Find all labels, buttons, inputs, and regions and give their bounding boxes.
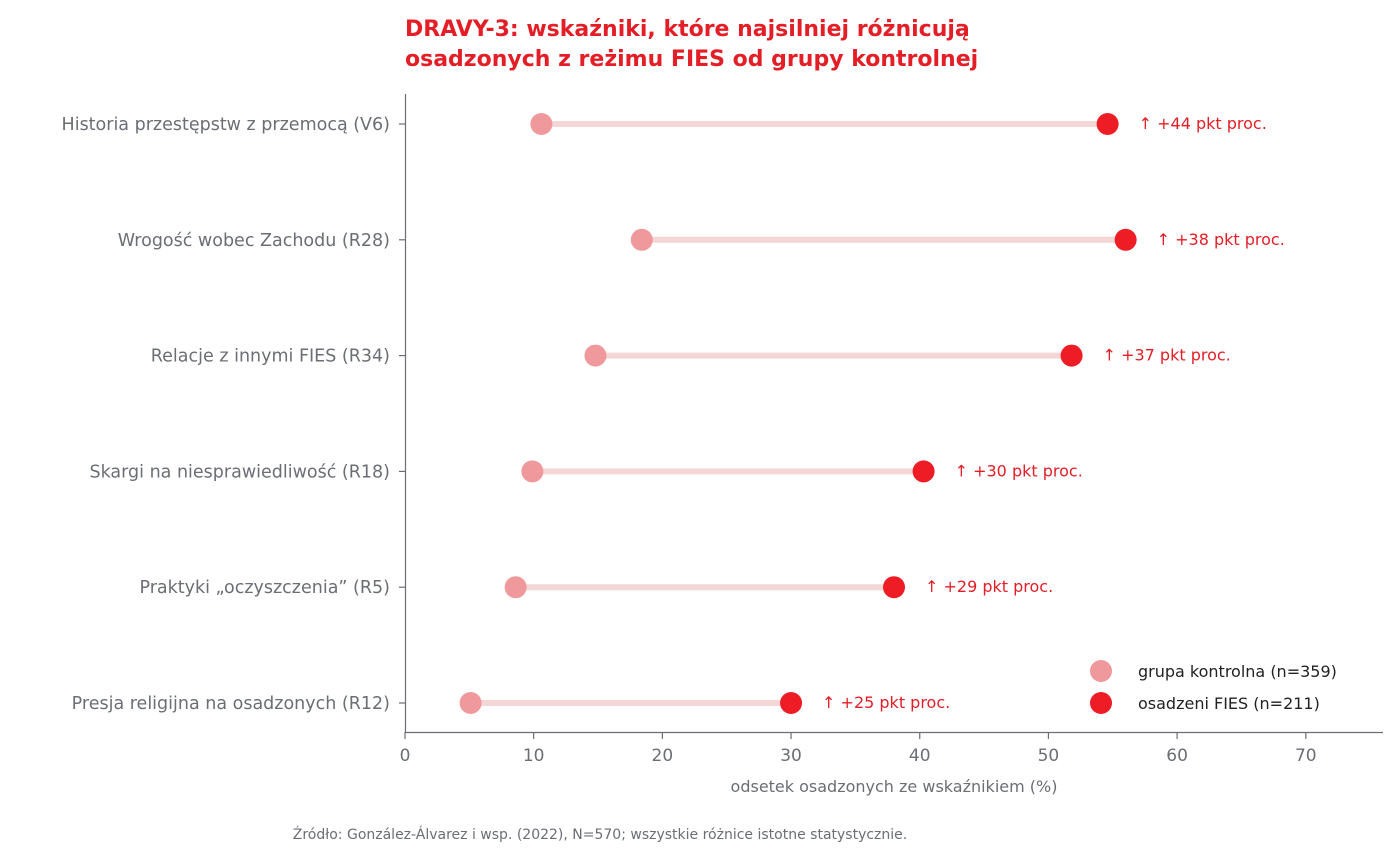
difference-label: ↑ +29 pkt proc.	[925, 577, 1053, 596]
x-tick-label: 70	[1295, 746, 1317, 766]
difference-label: ↑ +44 pkt proc.	[1139, 114, 1267, 133]
x-tick-label: 40	[909, 746, 931, 766]
control-point	[630, 228, 653, 251]
category-label: Historia przestępstw z przemocą (V6)	[62, 115, 390, 135]
fies-point	[1060, 344, 1083, 367]
fies-point	[883, 576, 905, 599]
x-axis-label: odsetek osadzonych ze wskaźnikiem (%)	[731, 777, 1058, 796]
control-point	[530, 113, 553, 135]
chart-title-line-2: osadzonych z reżimu FIES od grupy kontro…	[405, 47, 978, 72]
difference-label: ↑ +38 pkt proc.	[1157, 230, 1285, 249]
difference-label: ↑ +37 pkt proc.	[1103, 346, 1231, 365]
legend: grupa kontrolna (n=359) osadzeni FIES (n…	[1090, 660, 1337, 714]
chart-title-line-1: DRAVY-3: wskaźniki, które najsilniej róż…	[405, 17, 970, 42]
control-point	[459, 692, 482, 714]
difference-label: ↑ +30 pkt proc.	[955, 461, 1083, 480]
control-point	[584, 344, 607, 367]
fies-point	[912, 460, 935, 483]
fies-point	[780, 692, 803, 714]
axes: 0 10 20 30 40 50 60 70 Historia przestępstw z pr…	[62, 94, 1383, 766]
x-tick-label: 0	[400, 746, 411, 766]
fies-point	[1096, 113, 1119, 135]
x-tick-label: 50	[1038, 746, 1060, 766]
category-label: Relacje z innymi FIES (R34)	[151, 347, 390, 367]
x-tick-label: 60	[1166, 746, 1188, 766]
legend-marker-fies	[1090, 692, 1112, 714]
fies-point	[1114, 228, 1137, 251]
legend-marker-control	[1090, 660, 1112, 682]
x-tick-label: 30	[780, 746, 802, 766]
legend-label-fies: osadzeni FIES (n=211)	[1138, 694, 1320, 713]
control-point	[504, 576, 527, 599]
plot-area: ↑ +44 pkt proc. ↑ +38 pkt proc. ↑ +37 pkt …	[459, 113, 1285, 714]
x-tick-label: 10	[523, 746, 545, 766]
category-label: Presja religijna na osadzonych (R12)	[72, 694, 390, 714]
chart-title: DRAVY-3: wskaźniki, które najsilniej róż…	[405, 17, 978, 72]
source-note: Źródło: González-Álvarez i wsp. (2022), …	[293, 825, 907, 843]
legend-label-control: grupa kontrolna (n=359)	[1138, 662, 1337, 681]
control-point	[521, 460, 544, 483]
category-label: Skargi na niesprawiedliwość (R18)	[90, 462, 391, 482]
difference-label: ↑ +25 pkt proc.	[822, 693, 950, 712]
category-label: Praktyki „oczyszczenia” (R5)	[139, 578, 390, 598]
category-label: Wrogość wobec Zachodu (R28)	[118, 231, 390, 251]
x-tick-label: 20	[652, 746, 674, 766]
